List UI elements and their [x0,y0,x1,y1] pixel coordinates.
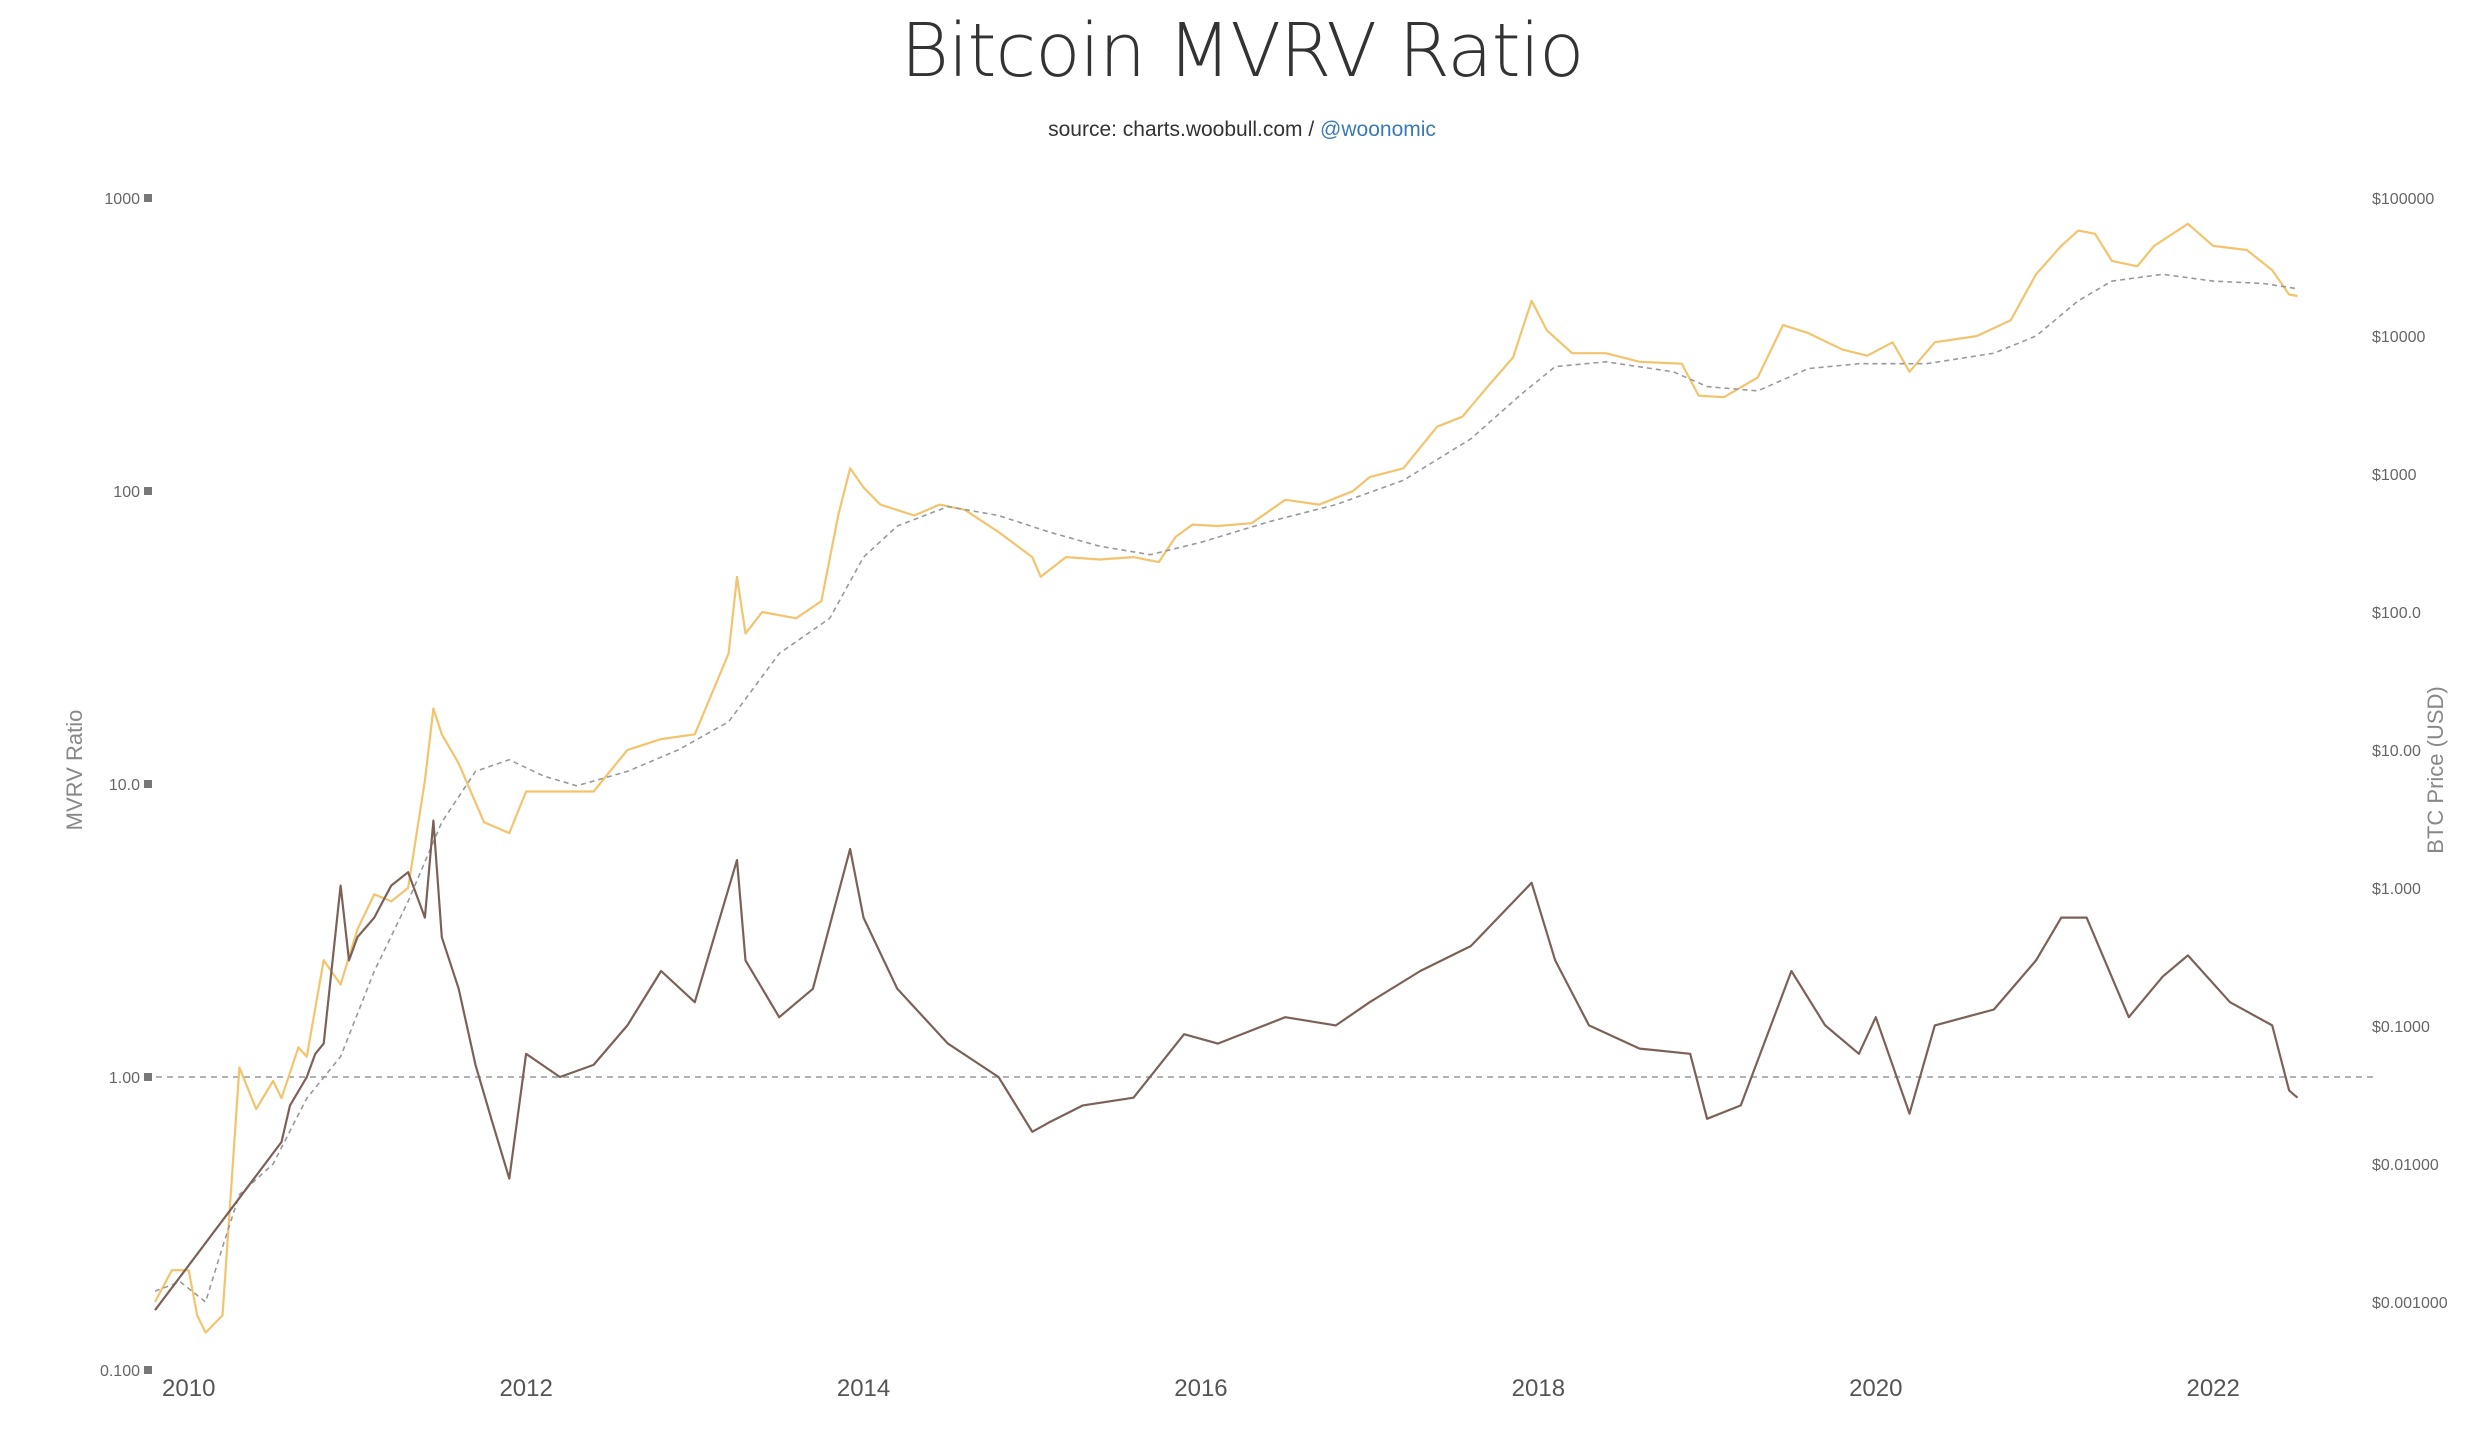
y-left-axis-title: MVRV Ratio [62,710,87,831]
x-tick-label: 2014 [837,1375,890,1402]
x-tick-label: 2022 [2186,1375,2239,1402]
right-axis: $100000 $10000 $1000 $100.0 $10.00 $1.000 $0.1… [2372,191,2448,1312]
y-left-tick-mark [144,780,152,788]
y-left-tick-label: 0.100 [100,1363,140,1380]
x-tick-label: 2018 [1512,1375,1565,1402]
y-right-tick-label: $0.01000 [2372,1157,2439,1174]
y-right-tick-label: $10.00 [2372,743,2421,760]
y-left-tick-mark [144,1073,152,1081]
x-axis: 2010 2012 2014 2016 2018 2020 2022 [162,1375,2240,1402]
series-layer [154,222,2299,1334]
y-left-tick-mark [144,194,152,202]
x-tick-label: 2016 [1174,1375,1227,1402]
chart-subtitle: source: charts.woobull.com / @woonomic [0,118,2484,142]
chart-title: Bitcoin MVRV Ratio [900,8,1585,94]
subtitle-author-link[interactable]: @woonomic [1320,118,1436,141]
price-series-line [154,222,2298,1334]
y-left-tick-label: 1.00 [109,1070,140,1087]
y-left-tick-label: 1000 [104,191,140,208]
y-left-tick-label: 10.0 [109,777,140,794]
y-left-tick-mark [144,1366,152,1374]
y-right-tick-label: $1.000 [2372,881,2421,898]
mvrv-series-line [154,819,2299,1311]
y-left-tick-label: 100 [113,484,140,501]
y-right-tick-label: $1000 [2372,467,2417,484]
y-right-tick-label: $100000 [2372,191,2434,208]
y-right-tick-label: $0.001000 [2372,1295,2448,1312]
y-left-tick-mark [144,487,152,495]
subtitle-source-text: source: charts.woobull.com / [1048,118,1321,141]
y-right-axis-title: BTC Price (USD) [2423,686,2448,853]
y-right-tick-label: $10000 [2372,329,2425,346]
realized-price-series-line [154,273,2298,1303]
x-tick-label: 2020 [1849,1375,1902,1402]
y-right-tick-label: $0.1000 [2372,1019,2430,1036]
x-tick-label: 2010 [162,1375,215,1402]
left-axis: 1000 100 10.0 1.00 0.100 [100,191,152,1380]
x-tick-label: 2012 [499,1375,552,1402]
y-right-tick-label: $100.0 [2372,605,2421,622]
